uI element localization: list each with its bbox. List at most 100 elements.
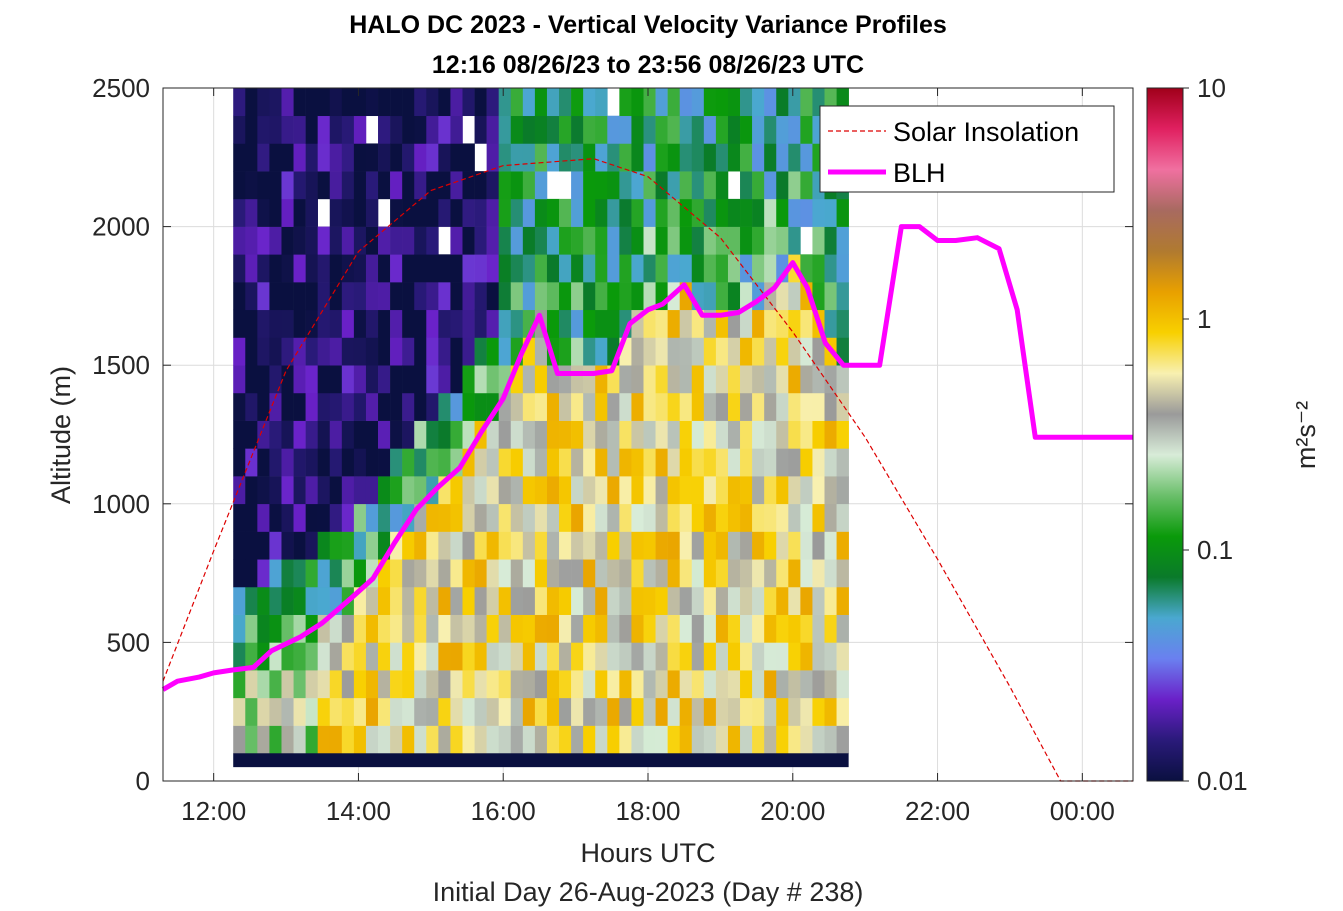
heatmap-cell — [752, 198, 765, 227]
heatmap-cell — [752, 642, 765, 671]
chart-subtitle: 12:16 08/26/23 to 23:56 08/26/23 UTC — [432, 51, 864, 79]
heatmap-cell — [293, 226, 306, 255]
heatmap-cell — [655, 586, 668, 615]
heatmap-cell — [691, 586, 705, 615]
heatmap-cell — [740, 448, 753, 477]
heatmap-cell — [353, 448, 367, 477]
heatmap-cell — [727, 531, 741, 560]
heatmap-cell — [329, 171, 343, 200]
heatmap-cell — [498, 476, 512, 505]
heatmap-cell — [269, 171, 282, 200]
heatmap-cell — [752, 476, 765, 505]
chart-title: HALO DC 2023 - Vertical Velocity Varianc… — [349, 11, 947, 39]
heatmap-cell — [341, 309, 355, 338]
heatmap-cell — [703, 642, 717, 671]
heatmap-cell — [329, 420, 343, 449]
heatmap-cell — [257, 614, 270, 643]
heatmap-cell — [607, 642, 620, 671]
heatmap-cell — [631, 226, 644, 255]
heatmap-cell — [450, 282, 463, 311]
heatmap-cell — [378, 725, 391, 754]
heatmap-cell — [776, 88, 789, 117]
heatmap-cell — [353, 337, 367, 366]
heatmap-cell — [402, 171, 415, 200]
heatmap-cell — [293, 670, 306, 699]
x-tick-label: 12:00 — [181, 796, 246, 826]
heatmap-cell — [643, 309, 656, 338]
heatmap-cell — [643, 725, 656, 754]
heatmap-cell — [691, 697, 705, 726]
heatmap-cell — [583, 559, 596, 588]
heatmap-cell — [607, 392, 620, 421]
heatmap-cell — [365, 198, 379, 227]
heatmap-cell — [510, 697, 524, 726]
heatmap-cell — [474, 642, 487, 671]
heatmap-cell — [257, 365, 270, 394]
heatmap-cell — [619, 586, 632, 615]
heatmap-cell — [474, 614, 487, 643]
heatmap-cell — [752, 531, 765, 560]
heatmap-cell — [715, 614, 729, 643]
heatmap-cell — [788, 586, 801, 615]
heatmap-cell — [438, 559, 451, 588]
x-tick-label: 22:00 — [905, 796, 970, 826]
heatmap-cell — [812, 254, 825, 283]
heatmap-cell — [245, 365, 258, 394]
heatmap-cell — [764, 697, 777, 726]
heatmap-cell — [667, 88, 680, 117]
heatmap-cell — [546, 614, 560, 643]
heatmap-cell — [836, 697, 849, 726]
heatmap-cell — [534, 670, 548, 699]
heatmap-cell — [631, 88, 644, 117]
heatmap-cell — [752, 697, 765, 726]
heatmap-cell — [498, 697, 512, 726]
heatmap-cell — [643, 115, 656, 144]
heatmap-cell — [571, 171, 584, 200]
heatmap-cell — [353, 531, 367, 560]
heatmap-cell — [414, 614, 427, 643]
heatmap-cell — [390, 143, 403, 172]
heatmap-cell — [655, 476, 668, 505]
heatmap-cell — [619, 254, 632, 283]
heatmap-cell — [655, 531, 668, 560]
heatmap-cell — [317, 642, 331, 671]
heatmap-cell — [800, 143, 813, 172]
heatmap-cell — [462, 531, 475, 560]
heatmap-cell — [498, 115, 512, 144]
heatmap-cell — [498, 420, 512, 449]
heatmap-cell — [341, 725, 355, 754]
heatmap-cell — [426, 642, 439, 671]
heatmap-cell — [281, 725, 294, 754]
heatmap-cell — [305, 226, 318, 255]
heatmap-cell — [281, 420, 294, 449]
heatmap-cell — [607, 559, 620, 588]
heatmap-cell — [353, 670, 367, 699]
heatmap-cell — [378, 503, 391, 532]
heatmap-cell — [474, 309, 487, 338]
heatmap-cell — [679, 143, 693, 172]
heatmap-cell — [619, 725, 632, 754]
heatmap-cell — [414, 559, 427, 588]
heatmap-cell — [293, 503, 306, 532]
heatmap-cell — [510, 503, 524, 532]
heatmap-cell — [293, 642, 306, 671]
heatmap-cell — [281, 365, 294, 394]
heatmap-cell — [486, 670, 499, 699]
heatmap-cell — [510, 309, 524, 338]
heatmap-cell — [655, 448, 668, 477]
heatmap-cell — [402, 143, 415, 172]
heatmap-cell — [679, 198, 693, 227]
heatmap-cell — [365, 642, 379, 671]
heatmap-cell — [293, 559, 306, 588]
x-tick-label: 16:00 — [471, 796, 536, 826]
heatmap-cell — [752, 503, 765, 532]
heatmap-cell — [233, 476, 246, 505]
heatmap-cell — [776, 171, 789, 200]
heatmap-cell — [800, 365, 813, 394]
heatmap-cell — [341, 226, 355, 255]
heatmap-cell — [245, 254, 258, 283]
heatmap-cell — [522, 642, 536, 671]
heatmap-cell — [257, 198, 270, 227]
heatmap-cell — [402, 309, 415, 338]
heatmap-cell — [559, 143, 572, 172]
